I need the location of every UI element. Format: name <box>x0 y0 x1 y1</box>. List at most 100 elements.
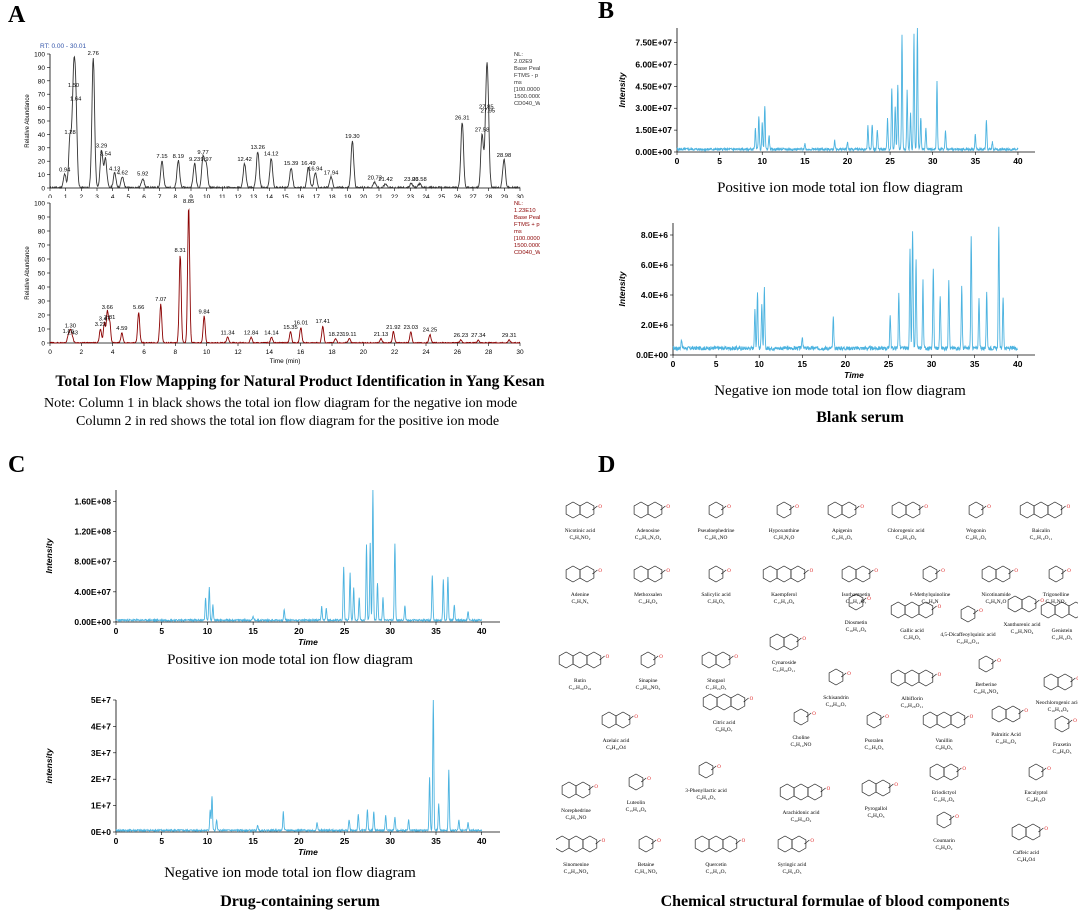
x-tick-label: 0 <box>114 626 119 636</box>
atom-label: O <box>1044 827 1048 832</box>
bond <box>710 765 717 771</box>
peak-label: 9.97 <box>201 157 212 163</box>
bond <box>720 505 727 511</box>
compound-formula: C₁₆H₃₂O₂ <box>996 739 1017 745</box>
y-tick-label: 6.0E+6 <box>641 260 668 270</box>
panel-letter-d: D <box>598 452 616 478</box>
peak-label: 27.85 <box>479 105 494 111</box>
x-tick-label: 10 <box>203 349 211 356</box>
ring <box>1011 823 1027 841</box>
peak-label: 18.23 <box>328 332 343 338</box>
compound-formula: C₁₅H₁₀O₅ <box>1052 635 1073 641</box>
x-tick-label: 35 <box>971 156 981 166</box>
y-tick-label: 50 <box>38 119 46 126</box>
peak-label: 19.11 <box>342 332 356 338</box>
y-tick-label: 30 <box>38 145 46 152</box>
x-tick-label: 16 <box>297 194 305 198</box>
x-tick-label: 8 <box>174 349 178 356</box>
compound-name: Salicylic acid <box>701 592 730 598</box>
ring <box>890 669 906 687</box>
x-tick-label: 22 <box>391 194 399 198</box>
ring <box>790 565 806 583</box>
compound-formula: C₇H₆O₃ <box>707 599 724 605</box>
ring <box>638 835 654 853</box>
compound-name: Luteolin <box>627 800 646 806</box>
peak-label: 1.64 <box>70 97 82 103</box>
atom-label: O <box>955 815 959 820</box>
atom-label: O <box>979 609 983 614</box>
ring <box>556 835 570 853</box>
peak-label: 20.73 <box>368 176 383 182</box>
panel-letter-b: B <box>598 0 615 24</box>
x-tick-label: 20 <box>360 349 368 356</box>
x-tick-label: 16 <box>297 349 305 356</box>
ring <box>841 501 857 519</box>
y-tick-label: 80 <box>38 78 46 85</box>
atom-label: O <box>938 605 942 610</box>
x-tick-label: 5 <box>127 194 131 198</box>
peak-label: 21.92 <box>386 325 401 331</box>
y-tick-label: 40 <box>38 132 46 139</box>
bond <box>660 569 666 575</box>
peak-label: 17.41 <box>315 319 330 325</box>
ring <box>904 601 920 619</box>
x-tick-label: 24 <box>422 349 430 356</box>
bond <box>803 569 809 575</box>
ring <box>633 501 649 519</box>
ring <box>702 693 718 711</box>
info-label: FTMS - p ESI Full <box>514 73 540 79</box>
atom-label: O <box>727 505 731 510</box>
peak-label: 12.84 <box>244 330 259 336</box>
info-label: Base Peak F: <box>514 215 540 221</box>
x-tick-label: 20 <box>294 836 304 846</box>
bond <box>931 605 937 611</box>
x-tick-label: 18 <box>328 194 336 198</box>
info-label: 2.02E9 <box>514 59 532 65</box>
compound-formula: C₁₀H₇NO₄ <box>1011 629 1034 635</box>
atom-label: O <box>1067 569 1071 574</box>
compound-name: Caffeic acid <box>1013 849 1039 856</box>
bond <box>595 839 601 845</box>
atom-label: O <box>894 783 898 788</box>
ring <box>1005 705 1021 723</box>
y-axis-label: Intensity <box>617 270 627 306</box>
ring <box>1054 715 1070 733</box>
compound-formula: C₅H₄N₄O <box>774 535 795 541</box>
peak-label: 28.98 <box>497 153 512 159</box>
ring <box>943 763 959 781</box>
compound-name: Adenosine <box>636 528 660 534</box>
y-tick-label: 60 <box>38 105 46 112</box>
ring <box>647 565 663 583</box>
bond <box>963 715 969 721</box>
bond <box>592 505 598 511</box>
compound-name: Chlorogenic acid <box>888 528 925 534</box>
ring <box>1021 595 1037 613</box>
bond <box>1038 827 1044 833</box>
peak-label: 13.26 <box>250 145 265 151</box>
compound-name: Rutin <box>574 678 586 684</box>
compound-formula: C₉H₁₆O4 <box>606 745 626 751</box>
x-tick-label: 25 <box>340 836 350 846</box>
compound-formula: C₇H₇NO₂ <box>1046 599 1067 605</box>
atom-label: O <box>987 505 991 510</box>
x-tick-label: 30 <box>386 836 396 846</box>
compound-name: Trigonelline <box>1043 592 1070 598</box>
x-tick-label: 9 <box>189 194 193 198</box>
ring <box>582 835 598 853</box>
compound-name: Baicalin <box>1032 528 1050 534</box>
bond <box>820 787 826 793</box>
ring <box>1019 501 1035 519</box>
